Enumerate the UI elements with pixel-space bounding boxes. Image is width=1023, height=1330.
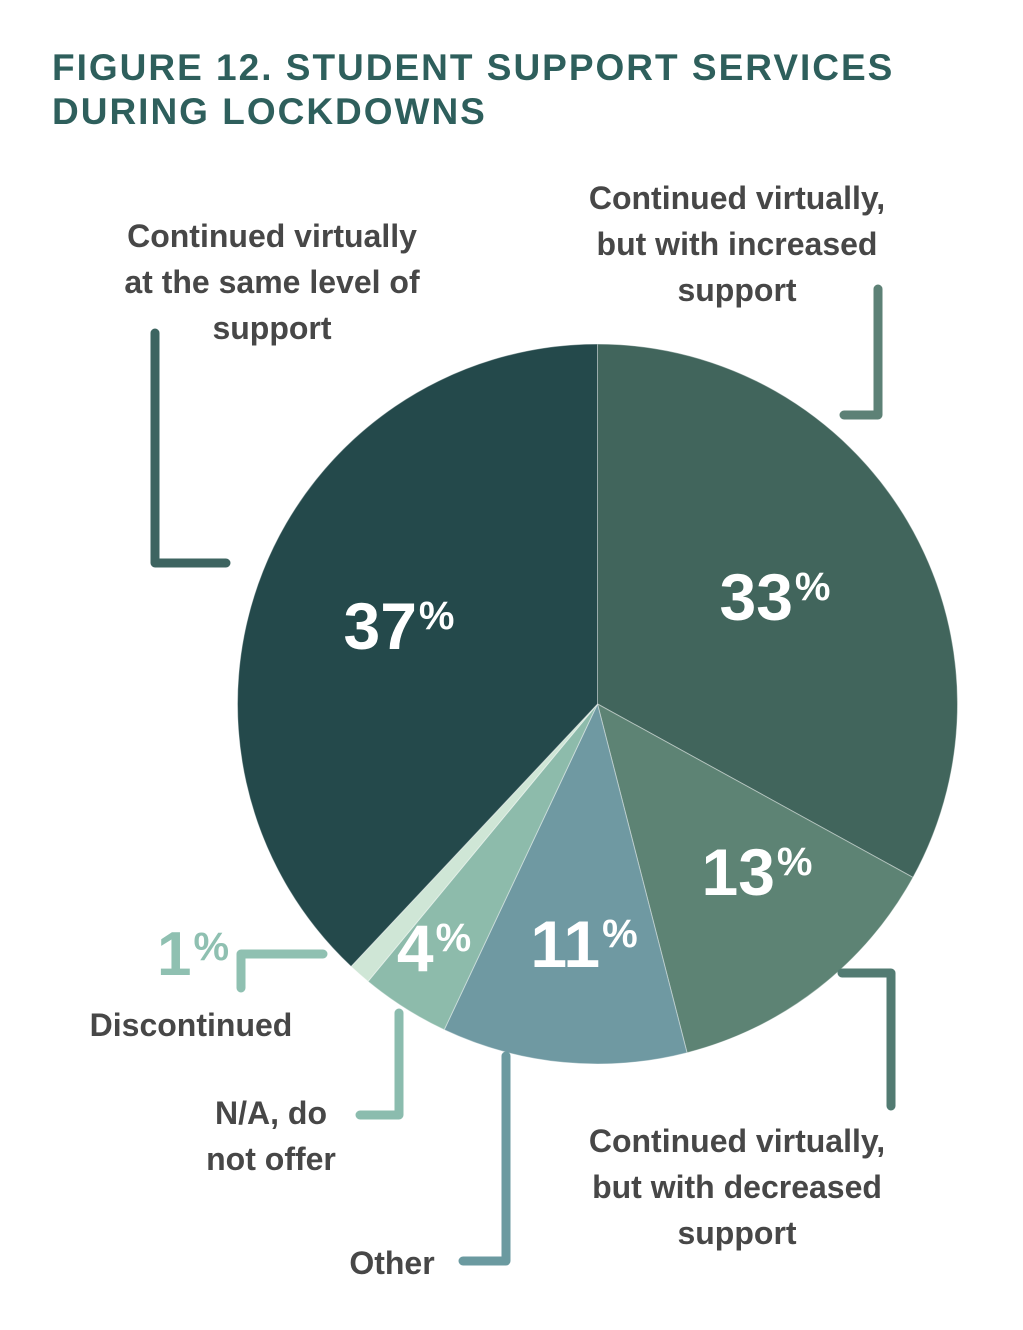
callout-other: Other bbox=[349, 1240, 434, 1286]
callout-line: Continued virtually, bbox=[588, 180, 886, 216]
callout-line: Discontinued bbox=[89, 1007, 293, 1043]
figure-title-line-2: DURING LOCKDOWNS bbox=[52, 91, 487, 132]
connector-other bbox=[458, 1051, 511, 1266]
pie-slice-increased bbox=[597, 343, 958, 879]
callout-connectors bbox=[150, 284, 896, 1266]
slice-value-other: 11% bbox=[530, 911, 637, 977]
callout-line: but with increased bbox=[596, 226, 878, 262]
slice-value-same-level: 37% bbox=[344, 593, 455, 659]
slice-value-number: 4 bbox=[396, 911, 434, 985]
callout-decreased: Continued virtually, but with decreased … bbox=[589, 1118, 885, 1256]
callout-line: support bbox=[677, 272, 797, 308]
percent-sign: % bbox=[776, 840, 813, 884]
callout-line: Continued virtually bbox=[127, 218, 417, 254]
callout-line: Other bbox=[349, 1245, 435, 1281]
slice-value-increased: 33% bbox=[720, 564, 831, 630]
pie-slice-discontinued bbox=[350, 703, 598, 983]
pie-slice-na bbox=[367, 703, 598, 1031]
percent-sign: % bbox=[435, 916, 472, 960]
figure-title-line-1: FIGURE 12. STUDENT SUPPORT SERVICES bbox=[52, 47, 895, 88]
callout-discontinued: Discontinued bbox=[90, 1002, 293, 1048]
slice-value-decreased: 13% bbox=[702, 839, 813, 905]
callout-line: not offer bbox=[206, 1141, 336, 1177]
slice-value-number: 37 bbox=[343, 589, 417, 663]
percent-sign: % bbox=[794, 565, 831, 609]
callout-line: support bbox=[677, 1215, 797, 1251]
callout-line: support bbox=[212, 310, 332, 346]
slice-value-number: 13 bbox=[701, 835, 775, 909]
connector-increased bbox=[839, 284, 883, 420]
slice-value-na: 4% bbox=[397, 915, 471, 981]
percent-sign: % bbox=[193, 925, 230, 969]
callout-same-level: Continued virtually at the same level of… bbox=[124, 213, 419, 351]
slice-value-number: 33 bbox=[719, 560, 793, 634]
connector-discontinued bbox=[236, 949, 328, 993]
slice-value-number: 1 bbox=[156, 920, 192, 989]
connector-decreased bbox=[837, 968, 896, 1111]
callout-increased: Continued virtually, but with increased … bbox=[589, 175, 885, 313]
pie-wedges bbox=[237, 343, 958, 1065]
pie-slice-decreased bbox=[596, 703, 914, 1054]
callout-line: but with decreased bbox=[592, 1169, 882, 1205]
connector-na bbox=[355, 1008, 404, 1120]
callout-line: N/A, do bbox=[215, 1095, 327, 1131]
slice-value-discontinued: 1% bbox=[157, 924, 229, 986]
percent-sign: % bbox=[418, 594, 455, 638]
callout-na: N/A, do not offer bbox=[206, 1090, 336, 1182]
slice-value-number: 11 bbox=[530, 907, 601, 981]
connector-same-level bbox=[150, 328, 231, 568]
percent-sign: % bbox=[602, 912, 638, 956]
pie-slice-same_level bbox=[237, 343, 598, 968]
pie-slice-other bbox=[443, 702, 688, 1065]
callout-line: Continued virtually, bbox=[588, 1123, 886, 1159]
figure-title: FIGURE 12. STUDENT SUPPORT SERVICES DURI… bbox=[52, 46, 972, 134]
callout-line: at the same level of bbox=[124, 264, 420, 300]
